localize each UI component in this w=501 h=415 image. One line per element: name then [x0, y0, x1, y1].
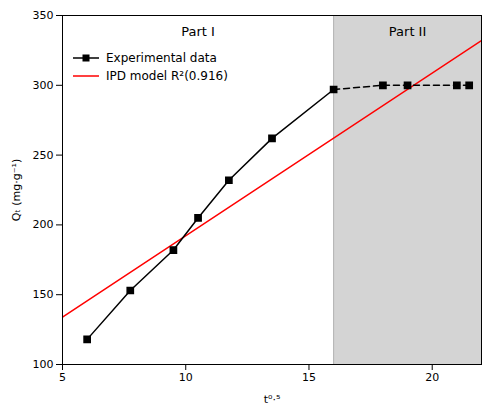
html-text:Experimental data: Experimental data: [106, 51, 217, 65]
svg-text:150: 150: [33, 288, 54, 301]
svg-text:Qₜ (mg·g⁻¹): Qₜ (mg·g⁻¹): [10, 159, 23, 221]
svg-text:300: 300: [33, 79, 54, 92]
svg-text:15: 15: [302, 371, 316, 384]
svg-text:250: 250: [33, 149, 54, 162]
svg-text:100: 100: [33, 358, 54, 371]
svg-text:200: 200: [33, 218, 54, 231]
svg-text:Part II: Part II: [389, 24, 426, 39]
svg-text:5: 5: [59, 371, 66, 384]
svg-text:20: 20: [425, 371, 439, 384]
html-text:IPD model R²(0.916): IPD model R²(0.916): [106, 69, 228, 83]
svg-text:Part I: Part I: [181, 24, 215, 39]
svg-text:350: 350: [33, 9, 54, 22]
svg-text:10: 10: [179, 371, 193, 384]
svg-text:t⁰·⁵: t⁰·⁵: [264, 393, 281, 406]
